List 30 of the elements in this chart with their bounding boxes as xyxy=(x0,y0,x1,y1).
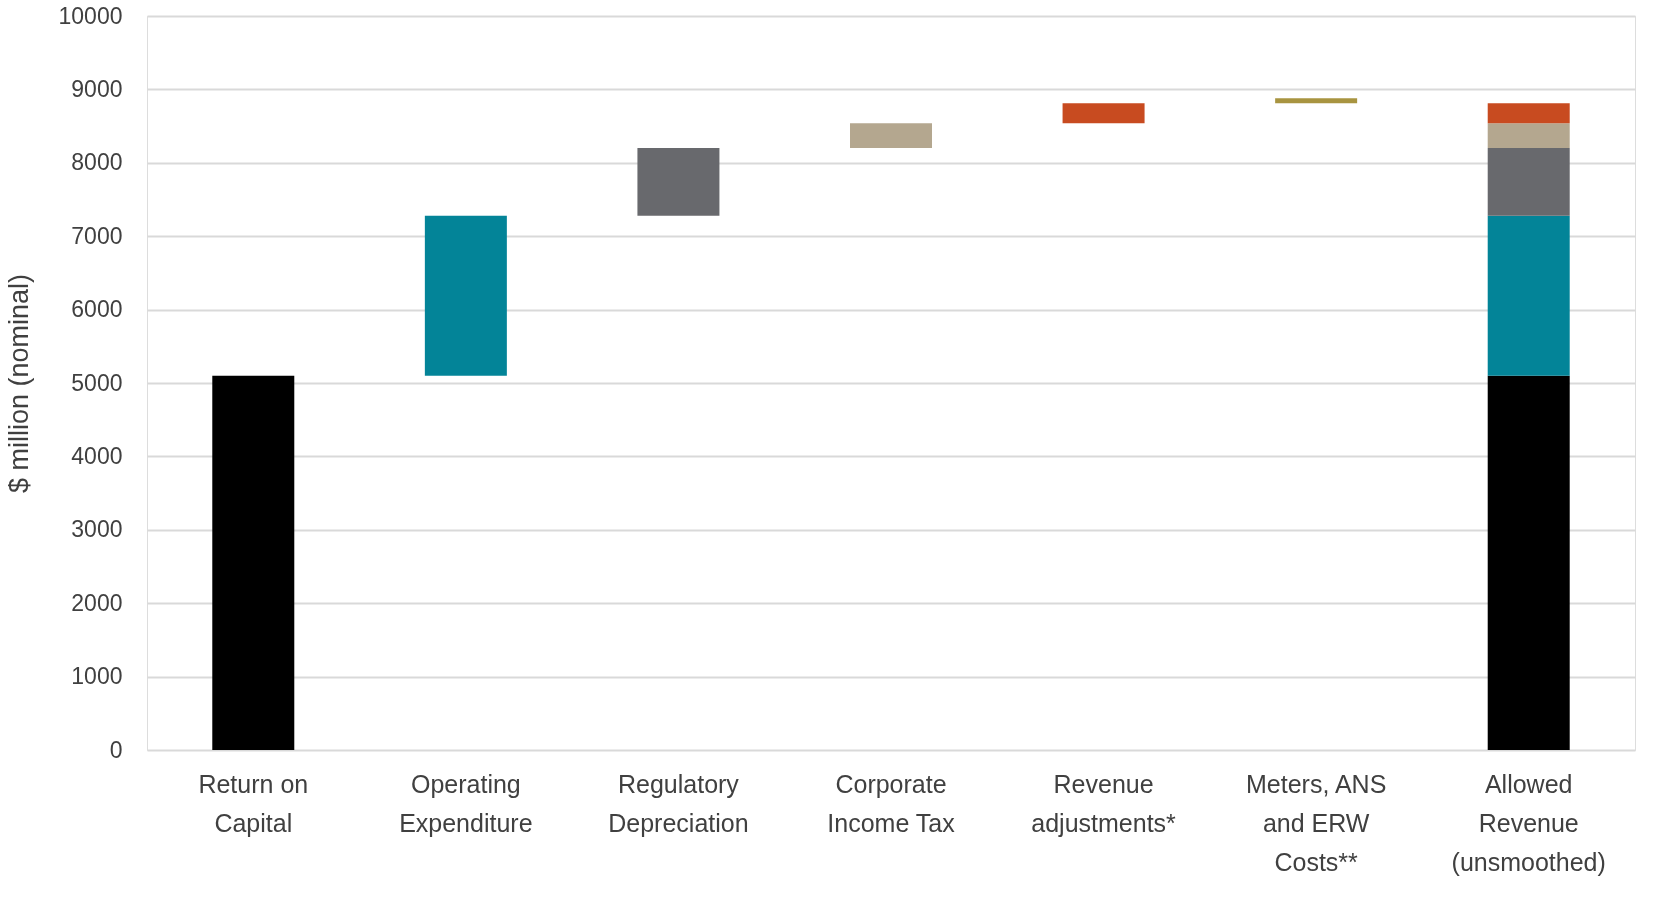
y-tick-label: 9000 xyxy=(71,75,123,102)
y-tick-label: 8000 xyxy=(71,149,123,176)
bar xyxy=(1487,375,1570,750)
x-tick-label: Allowed Revenue (unsmoothed) xyxy=(1451,769,1606,876)
y-tick-label: 1000 xyxy=(71,663,123,690)
x-tick-label: Meters, ANS and ERW Costs** xyxy=(1245,769,1387,876)
bar xyxy=(1487,123,1570,149)
bar xyxy=(850,123,932,149)
y-tick-label: 7000 xyxy=(71,222,123,249)
bar xyxy=(1487,103,1570,124)
bar xyxy=(212,375,295,750)
y-tick-label: 5000 xyxy=(71,369,123,396)
bar xyxy=(1487,148,1570,216)
x-tick-label: Regulatory Depreciation xyxy=(608,769,749,837)
x-tick-label: Operating Expenditure xyxy=(399,769,533,837)
y-tick-label: 10000 xyxy=(58,2,123,29)
y-tick-label: 3000 xyxy=(71,516,123,543)
bar xyxy=(1487,215,1570,376)
bar xyxy=(1275,98,1358,104)
bar xyxy=(1062,103,1145,124)
y-axis-title: $ million (nominal) xyxy=(3,273,34,494)
y-tick-label: 2000 xyxy=(71,589,123,616)
x-tick-label: Revenue adjustments* xyxy=(1031,769,1177,837)
bar xyxy=(424,215,507,376)
x-tick-label: Corporate Income Tax xyxy=(827,769,956,837)
y-tick-label: 4000 xyxy=(71,442,123,469)
x-tick-label: Return on Capital xyxy=(198,769,309,837)
y-tick-label: 6000 xyxy=(71,296,123,323)
bar xyxy=(637,148,720,216)
y-tick-label: 0 xyxy=(109,736,123,763)
